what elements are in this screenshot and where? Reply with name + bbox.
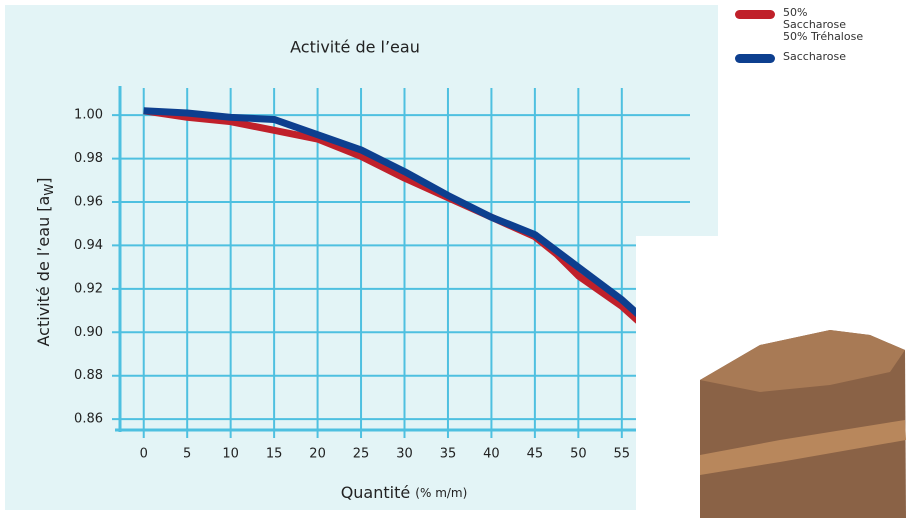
page: 0.86 0.88 0.90 0.92 0.94 0.96 0.98 1.00 0 5 10 15 20…: [0, 0, 906, 518]
y-label-sub: W: [42, 184, 56, 196]
x-tick-label: 0: [140, 447, 148, 462]
x-tick-label: 40: [483, 447, 500, 462]
legend-item: 50% Saccharose 50% Tréhalose: [735, 7, 869, 43]
legend-label: Saccharose: [783, 51, 869, 63]
y-tick-label: 0.92: [74, 281, 103, 296]
legend-swatch: [735, 10, 775, 19]
photo: [636, 236, 906, 518]
y-tick-label: 0.98: [74, 151, 103, 166]
x-tick-label: 50: [570, 447, 587, 462]
x-tick-label: 30: [396, 447, 413, 462]
x-tick-label: 35: [440, 447, 457, 462]
x-tick-label: 5: [183, 447, 191, 462]
x-tick-label: 20: [309, 447, 326, 462]
chart: 0.86 0.88 0.90 0.92 0.94 0.96 0.98 1.00 0 5 10 15 20…: [0, 0, 906, 518]
x-tick-label: 10: [222, 447, 239, 462]
x-axis-title: Quantité (% m/m): [341, 483, 468, 502]
legend-label: 50% Saccharose 50% Tréhalose: [783, 7, 869, 43]
y-tick-label: 1.00: [74, 108, 103, 123]
legend-item: Saccharose: [735, 51, 869, 63]
x-tick-label: 45: [527, 447, 544, 462]
x-label-unit: (% m/m): [415, 486, 467, 500]
legend: 50% Saccharose 50% Tréhalose Saccharose: [735, 7, 869, 71]
x-label: Quantité: [341, 483, 411, 502]
y-tick-label: 0.90: [74, 325, 103, 340]
x-tick-label: 15: [266, 447, 283, 462]
x-tick-label: 25: [353, 447, 370, 462]
y-tick-label: 0.88: [74, 368, 103, 383]
y-label-end: ]: [34, 178, 53, 184]
x-tick-label: 55: [614, 447, 631, 462]
y-tick-label: 0.96: [74, 195, 103, 210]
legend-swatch: [735, 54, 775, 63]
y-tick-label: 0.86: [74, 412, 103, 427]
y-label: Activité de l’eau [a: [34, 196, 53, 347]
y-tick-label: 0.94: [74, 238, 103, 253]
y-axis-title: Activité de l’eau [aW]: [34, 178, 56, 347]
chart-title: Activité de l’eau: [290, 38, 420, 57]
